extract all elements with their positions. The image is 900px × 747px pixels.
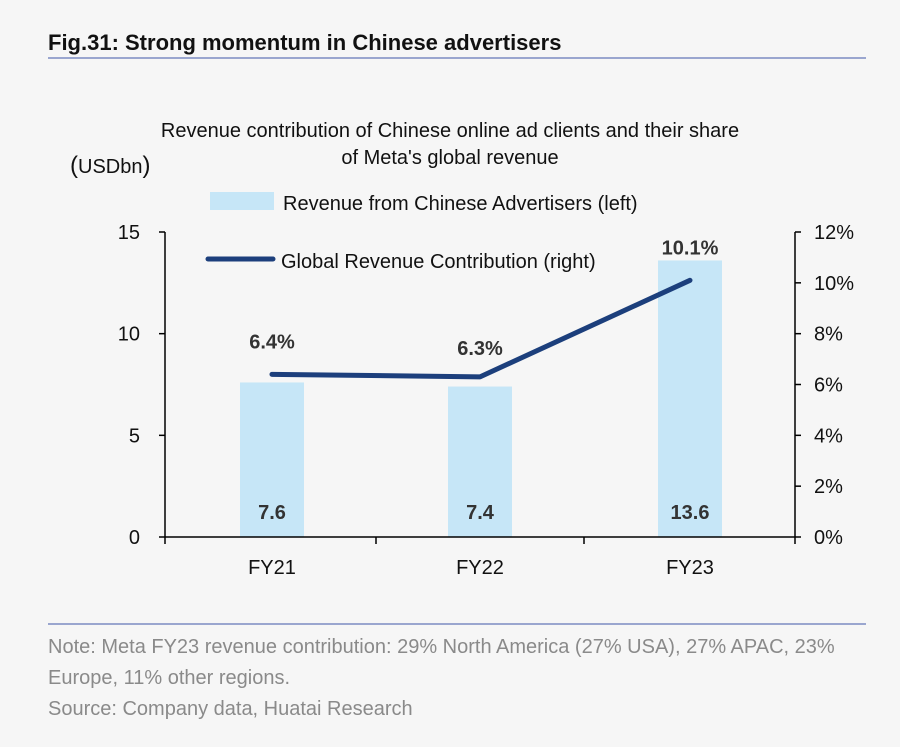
right-tick-label: 4%	[814, 425, 843, 447]
x-tick-label: FY23	[666, 557, 714, 579]
line-value-label: 6.4%	[249, 331, 295, 353]
left-tick-label: 10	[118, 324, 140, 346]
line-value-label: 6.3%	[457, 338, 503, 360]
right-tick-label: 6%	[814, 375, 843, 397]
combo-chart: Revenue from Chinese Advertisers (left) G…	[118, 192, 854, 579]
x-tick-label: FY22	[456, 557, 504, 579]
legend-line-label: Global Revenue Contribution (right)	[281, 251, 596, 273]
right-tick-label: 2%	[814, 476, 843, 498]
footnote: Note: Meta FY23 revenue contribution: 29…	[48, 632, 858, 725]
source-text: Source: Company data, Huatai Research	[48, 698, 413, 720]
x-tick-label: FY21	[248, 557, 296, 579]
note-text: Note: Meta FY23 revenue contribution: 29…	[48, 636, 835, 689]
bar-value-label: 7.6	[258, 502, 286, 524]
legend-bar-label: Revenue from Chinese Advertisers (left)	[283, 193, 638, 215]
bar-fy21	[240, 382, 304, 537]
axes: 0 5 10 15 0% 2% 4% 6% 8% 10% 12% FY21 FY22 FY23	[118, 222, 854, 579]
right-tick-label: 12%	[814, 222, 854, 244]
chart-title: Revenue contribution of Chinese online a…	[160, 120, 740, 169]
left-axis-unit-label: (USDbn)	[70, 152, 151, 179]
bar-value-label: 13.6	[671, 502, 710, 524]
legend-bar-swatch	[210, 192, 274, 210]
data-labels: 7.6 7.4 13.6 6.4% 6.3% 10.1%	[249, 237, 718, 524]
right-tick-label: 8%	[814, 324, 843, 346]
unit-text: USDbn	[78, 156, 143, 178]
figure-title: Fig.31: Strong momentum in Chinese adver…	[48, 30, 562, 55]
line-value-label: 10.1%	[662, 237, 719, 259]
bar-value-label: 7.4	[466, 502, 495, 524]
line-series	[269, 277, 693, 380]
left-tick-label: 5	[129, 425, 140, 447]
left-tick-label: 15	[118, 222, 140, 244]
footer-divider	[48, 623, 866, 625]
revenue-share-line	[269, 277, 693, 380]
left-tick-label: 0	[129, 527, 140, 549]
legend: Revenue from Chinese Advertisers (left) G…	[205, 192, 638, 273]
bar-fy23	[658, 260, 722, 537]
right-tick-label: 0%	[814, 527, 843, 549]
right-tick-label: 10%	[814, 273, 854, 295]
bar-series	[240, 260, 722, 537]
title-divider	[48, 57, 866, 59]
bar-fy22	[448, 386, 512, 537]
